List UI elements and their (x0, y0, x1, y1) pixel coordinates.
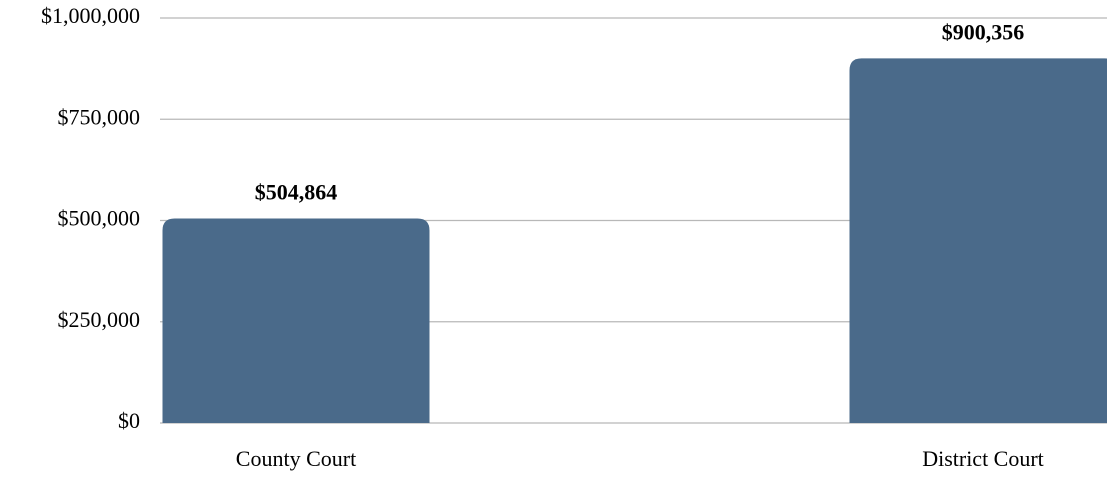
y-tick-label: $500,000 (58, 206, 141, 231)
x-tick-label: County Court (236, 446, 356, 471)
bar (162, 218, 430, 423)
y-tick-label: $1,000,000 (41, 3, 140, 28)
y-tick-label: $250,000 (58, 307, 141, 332)
x-tick-label: District Court (922, 446, 1044, 471)
bar (849, 58, 1107, 423)
y-tick-label: $750,000 (58, 104, 141, 129)
y-tick-label: $0 (118, 408, 140, 433)
value-label: $504,864 (255, 180, 338, 205)
value-label: $900,356 (942, 19, 1025, 44)
